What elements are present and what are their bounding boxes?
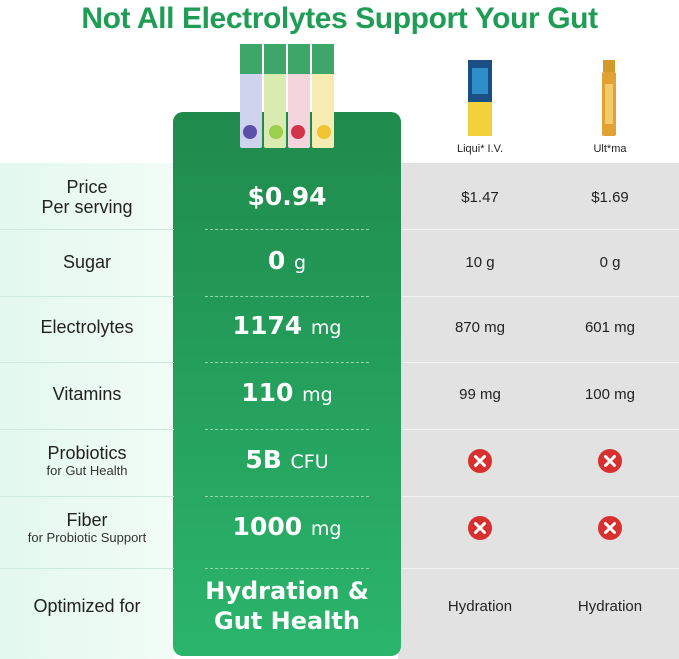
value: 1000 — [232, 512, 303, 541]
unit: mg — [302, 384, 333, 406]
value: 110 — [241, 378, 294, 407]
label-line: Optimized for — [33, 596, 141, 616]
row-divider — [0, 362, 174, 363]
value: $0.94 — [247, 182, 327, 211]
row-divider — [205, 429, 369, 430]
value: 0 — [267, 246, 286, 275]
label-note: for Probiotic Support — [27, 530, 147, 545]
competitor-area — [398, 163, 679, 659]
label-line: Price — [66, 177, 108, 197]
row-divider — [0, 568, 174, 569]
competitor-value: 601 mg — [584, 318, 636, 336]
competitor-value: $1.69 — [591, 188, 629, 206]
row-divider — [0, 496, 174, 497]
row-label: Optimized for — [0, 596, 174, 616]
row-divider — [0, 229, 174, 230]
label-line: Fiber — [66, 510, 108, 530]
competitor-name: Ult*ma — [593, 143, 627, 155]
cross-icon — [468, 449, 492, 473]
unit: CFU — [290, 451, 329, 473]
row-label: Price Per serving — [0, 177, 174, 217]
row-divider — [401, 429, 679, 430]
label-line: Sugar — [62, 252, 112, 272]
our-value: 110 mg — [173, 378, 401, 410]
unit: mg — [310, 518, 342, 540]
label-line: Electrolytes — [40, 317, 134, 337]
competitor-value: 0 g — [599, 253, 621, 271]
value: 1174 — [232, 311, 303, 340]
row-divider — [0, 296, 174, 297]
row-divider — [401, 362, 679, 363]
row-label: Electrolytes — [0, 317, 174, 337]
competitor-value: 870 mg — [454, 318, 506, 336]
label-column — [0, 163, 174, 659]
competitor-product — [602, 60, 616, 136]
competitor-value: 10 g — [465, 253, 495, 271]
row-divider — [401, 568, 679, 569]
row-label: Probiotics for Gut Health — [0, 443, 174, 479]
cross-icon — [598, 449, 622, 473]
row-divider — [401, 229, 679, 230]
competitor-value: Hydration — [577, 597, 643, 615]
highlight-column — [173, 112, 401, 656]
competitor-value: $1.47 — [461, 188, 499, 206]
our-value: $0.94 — [173, 182, 401, 212]
unit: mg — [310, 317, 342, 339]
label-note: for Gut Health — [46, 463, 128, 478]
label-line: Probiotics — [47, 443, 127, 463]
row-divider — [205, 496, 369, 497]
row-divider — [205, 296, 369, 297]
value: 5B — [245, 445, 282, 474]
our-value: 1174 mg — [173, 311, 401, 343]
row-label: Sugar — [0, 252, 174, 272]
product-packets — [240, 44, 334, 148]
row-divider — [205, 362, 369, 363]
value-line: Gut Health — [214, 607, 360, 635]
row-divider — [205, 229, 369, 230]
cross-icon — [468, 516, 492, 540]
our-value: 1000 mg — [173, 512, 401, 544]
row-divider — [401, 496, 679, 497]
competitor-name: Liqui* I.V. — [456, 143, 504, 155]
unit: g — [294, 252, 307, 274]
our-value: Hydration & Gut Health — [173, 576, 401, 636]
competitor-value: 100 mg — [584, 385, 636, 403]
our-value: 5B CFU — [173, 445, 401, 477]
label-line: Per serving — [41, 197, 133, 217]
row-divider — [0, 429, 174, 430]
row-label: Vitamins — [0, 384, 174, 404]
row-divider — [401, 296, 679, 297]
title: Not All Electrolytes Support Your Gut — [81, 2, 598, 35]
competitor-value: Hydration — [447, 597, 513, 615]
label-line: Vitamins — [52, 384, 122, 404]
competitor-product — [468, 60, 492, 136]
cross-icon — [598, 516, 622, 540]
value-line: Hydration & — [205, 577, 369, 605]
row-divider — [205, 568, 369, 569]
row-label: Fiber for Probiotic Support — [0, 510, 174, 546]
our-value: 0 g — [173, 246, 401, 278]
competitor-value: 99 mg — [459, 385, 501, 403]
